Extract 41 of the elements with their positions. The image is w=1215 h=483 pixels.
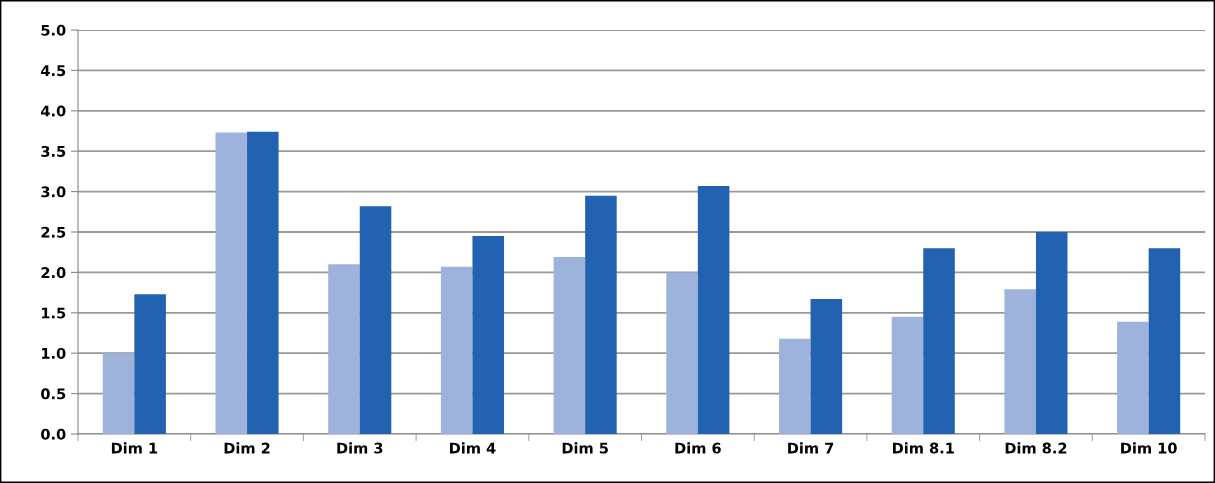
x-tick-label: Dim 8.2 <box>1005 442 1067 454</box>
bar <box>810 299 843 434</box>
y-tick-label: 1.5 <box>42 307 66 319</box>
bar <box>778 338 811 434</box>
x-tick-label: Dim 10 <box>1121 442 1177 454</box>
bar <box>359 206 392 434</box>
x-tick-label: Dim 7 <box>788 442 834 454</box>
y-tick-label: 3.0 <box>41 186 66 198</box>
bar <box>1004 289 1036 434</box>
bar <box>328 264 360 434</box>
y-tick-label: 3.5 <box>41 145 66 157</box>
bar <box>585 195 617 434</box>
bar <box>1148 248 1181 434</box>
bar <box>215 132 248 434</box>
y-tick-label: 2.5 <box>41 226 66 238</box>
bar <box>472 236 505 434</box>
x-tick-label: Dim 5 <box>562 442 608 454</box>
y-tick-label: 4.5 <box>41 65 66 77</box>
bar <box>697 185 730 434</box>
y-tick-label: 5.0 <box>41 24 66 36</box>
bar <box>247 131 279 434</box>
y-tick-label: 0.5 <box>41 388 66 400</box>
bar <box>1117 321 1149 434</box>
y-tick-label: 1.0 <box>42 347 66 359</box>
x-tick-label: Dim 3 <box>337 442 383 454</box>
x-tick-label: Dim 8.1 <box>892 442 954 454</box>
x-tick-label: Dim 6 <box>675 442 721 454</box>
y-tick-label: 4.0 <box>41 105 66 117</box>
bar <box>1035 232 1068 434</box>
x-tick-label: Dim 4 <box>450 442 496 454</box>
x-tick-label: Dim 2 <box>224 442 270 454</box>
bar <box>923 248 955 434</box>
bar <box>891 316 924 434</box>
x-tick-label: Dim 1 <box>111 442 158 454</box>
y-tick-label: 0.0 <box>41 428 66 440</box>
bar <box>102 353 135 434</box>
bar <box>666 272 698 434</box>
bar <box>440 266 473 434</box>
bar <box>553 257 586 434</box>
y-tick-label: 2.0 <box>41 267 66 279</box>
bar <box>134 294 166 434</box>
